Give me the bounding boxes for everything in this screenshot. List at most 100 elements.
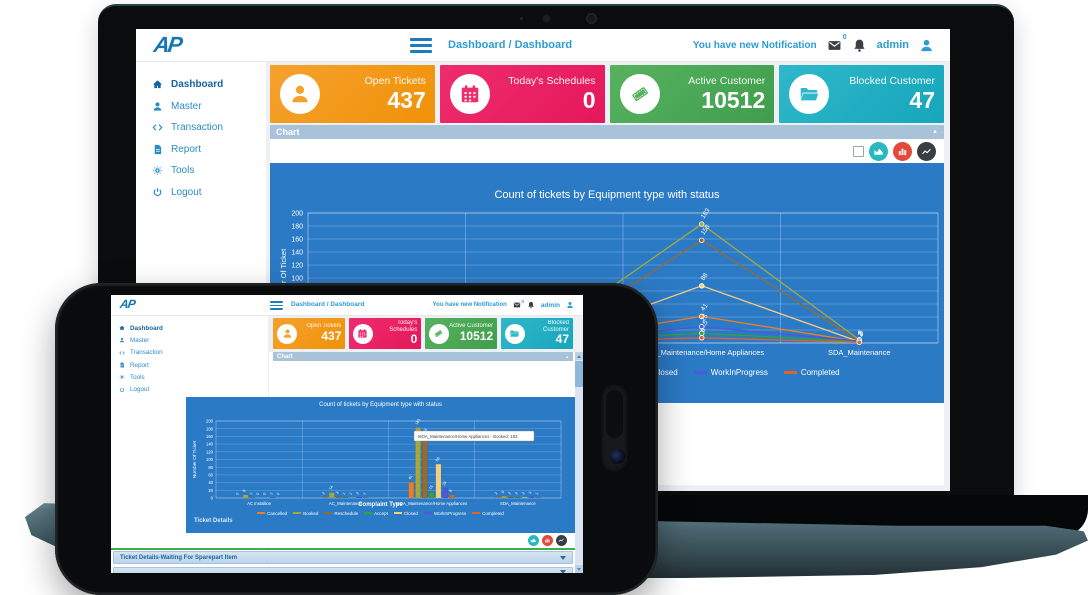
collapse-icon[interactable]: ▲	[932, 129, 938, 135]
legend-swatch	[324, 512, 332, 514]
app-logo[interactable]: AP	[119, 297, 136, 311]
svg-text:1: 1	[342, 492, 346, 496]
line-chart-button[interactable]	[917, 142, 936, 161]
svg-text:40: 40	[208, 480, 213, 485]
svg-text:41: 41	[408, 475, 414, 481]
svg-text:200: 200	[206, 419, 214, 424]
sidebar-item-tools[interactable]: Tools	[111, 371, 268, 383]
app-logo[interactable]: AP	[152, 32, 182, 58]
collapse-icon[interactable]: ▲	[565, 354, 569, 359]
sidebar-item-dashboard[interactable]: Dashboard	[111, 322, 268, 334]
legend-item-booked[interactable]: Booked	[293, 511, 318, 516]
phone-camera-icon	[610, 449, 625, 464]
user-icon	[119, 337, 125, 343]
hamburger-menu-icon[interactable]	[410, 38, 432, 53]
sidebar-item-tools[interactable]: Tools	[136, 160, 266, 182]
chart-panel-header[interactable]: Chart ▲	[273, 352, 573, 361]
sidebar-item-logout[interactable]: Logout	[136, 182, 266, 204]
svg-text:60: 60	[208, 473, 213, 478]
legend-swatch	[694, 371, 707, 374]
breadcrumb[interactable]: Dashboard / Dashboard	[448, 39, 572, 51]
hamburger-menu-icon[interactable]	[270, 301, 283, 310]
legend-item-workinprogress[interactable]: WorkInProgress	[424, 511, 466, 516]
stat-card-title: Active Customer	[660, 75, 766, 87]
stat-card-value: 437	[297, 330, 341, 344]
svg-text:120: 120	[291, 262, 303, 269]
legend-label: WorkInProgress	[711, 368, 768, 377]
line-chart-button[interactable]	[556, 535, 567, 546]
legend-item-workinprogress[interactable]: WorkInProgress	[694, 368, 768, 377]
bar-chart-button[interactable]	[542, 535, 553, 546]
username[interactable]: admin	[541, 302, 560, 309]
sidebar-item-logout[interactable]: Logout	[111, 383, 268, 395]
accordion-ticket-details-next[interactable]	[113, 567, 573, 573]
home-icon	[152, 79, 163, 90]
scroll-up-icon[interactable]	[575, 352, 583, 360]
sidebar-item-transaction[interactable]: Transaction	[136, 117, 266, 139]
user-icon	[280, 74, 320, 114]
svg-text:120: 120	[206, 449, 214, 454]
legend-item-cancelled[interactable]: Cancelled	[257, 511, 287, 516]
sidebar-item-report[interactable]: Report	[136, 139, 266, 161]
phone-frame: AP Dashboard / Dashboard You have new No…	[55, 283, 658, 595]
calendar-icon	[450, 74, 490, 114]
legend-label: Cancelled	[267, 511, 287, 516]
sidebar-item-label: Tools	[171, 165, 194, 176]
stat-card-title: Blocked Customer	[525, 320, 569, 334]
legend-item-closed[interactable]: Closed	[394, 511, 418, 516]
legend-item-completed[interactable]: Completed	[472, 511, 504, 516]
sidebar-item-master[interactable]: Master	[136, 96, 266, 118]
chart-panel-header[interactable]: Chart ▲	[270, 125, 944, 139]
sidebar-item-label: Logout	[130, 386, 149, 393]
bell-icon[interactable]	[527, 301, 535, 309]
bar-chart-button[interactable]	[893, 142, 912, 161]
laptop-webcam-icon	[542, 14, 551, 23]
sidebar-item-report[interactable]: Report	[111, 359, 268, 371]
sidebar-item-master[interactable]: Master	[111, 334, 268, 346]
legend-item-reschedule[interactable]: Reschedule	[324, 511, 358, 516]
username[interactable]: admin	[877, 39, 909, 51]
top-navbar: AP Dashboard / Dashboard You have new No…	[111, 295, 583, 316]
accordion-ticket-details-sparepart[interactable]: Ticket Details-Waiting For Sparepart Ite…	[113, 551, 573, 564]
stat-card-title: Today's Schedules	[490, 75, 596, 87]
svg-text:2: 2	[322, 491, 326, 495]
sidebar-item-label: Master	[171, 101, 202, 112]
mail-icon[interactable]: 0	[827, 38, 842, 53]
mail-icon[interactable]: 0	[513, 301, 521, 309]
area-chart-button[interactable]	[528, 535, 539, 546]
stat-card-title: Today's Schedules	[373, 320, 417, 334]
svg-text:Number Of Ticket: Number Of Ticket	[192, 440, 198, 478]
page-scrollbar[interactable]	[575, 352, 583, 573]
area-chart-button[interactable]	[869, 142, 888, 161]
stat-card-title: Active Customer	[449, 323, 493, 330]
legend-item-completed[interactable]: Completed	[784, 368, 840, 377]
sidebar-item-transaction[interactable]: Transaction	[111, 347, 268, 359]
legend-item-accept[interactable]: Accept	[364, 511, 388, 516]
notification-text[interactable]: You have new Notification	[433, 302, 507, 308]
bell-icon[interactable]	[852, 38, 867, 53]
sidebar-item-dashboard[interactable]: Dashboard	[136, 74, 266, 96]
stat-card-value: 47	[829, 87, 935, 113]
scroll-down-icon[interactable]	[575, 565, 583, 573]
svg-text:20: 20	[208, 488, 213, 493]
section-divider	[111, 548, 583, 550]
stat-card-value: 47	[525, 333, 569, 347]
chart-checkbox[interactable]	[853, 146, 864, 157]
chart-legend: Cancelled Booked Reschedule Accept Closed Wor…	[186, 511, 575, 516]
notification-text[interactable]: You have new Notification	[693, 40, 817, 51]
folder-open-icon	[505, 324, 525, 344]
svg-text:25: 25	[442, 481, 448, 487]
user-avatar-icon[interactable]	[566, 301, 574, 309]
scrollbar-thumb[interactable]	[575, 361, 583, 387]
breadcrumb[interactable]: Dashboard / Dashboard	[291, 301, 364, 308]
user-avatar-icon[interactable]	[919, 38, 934, 53]
